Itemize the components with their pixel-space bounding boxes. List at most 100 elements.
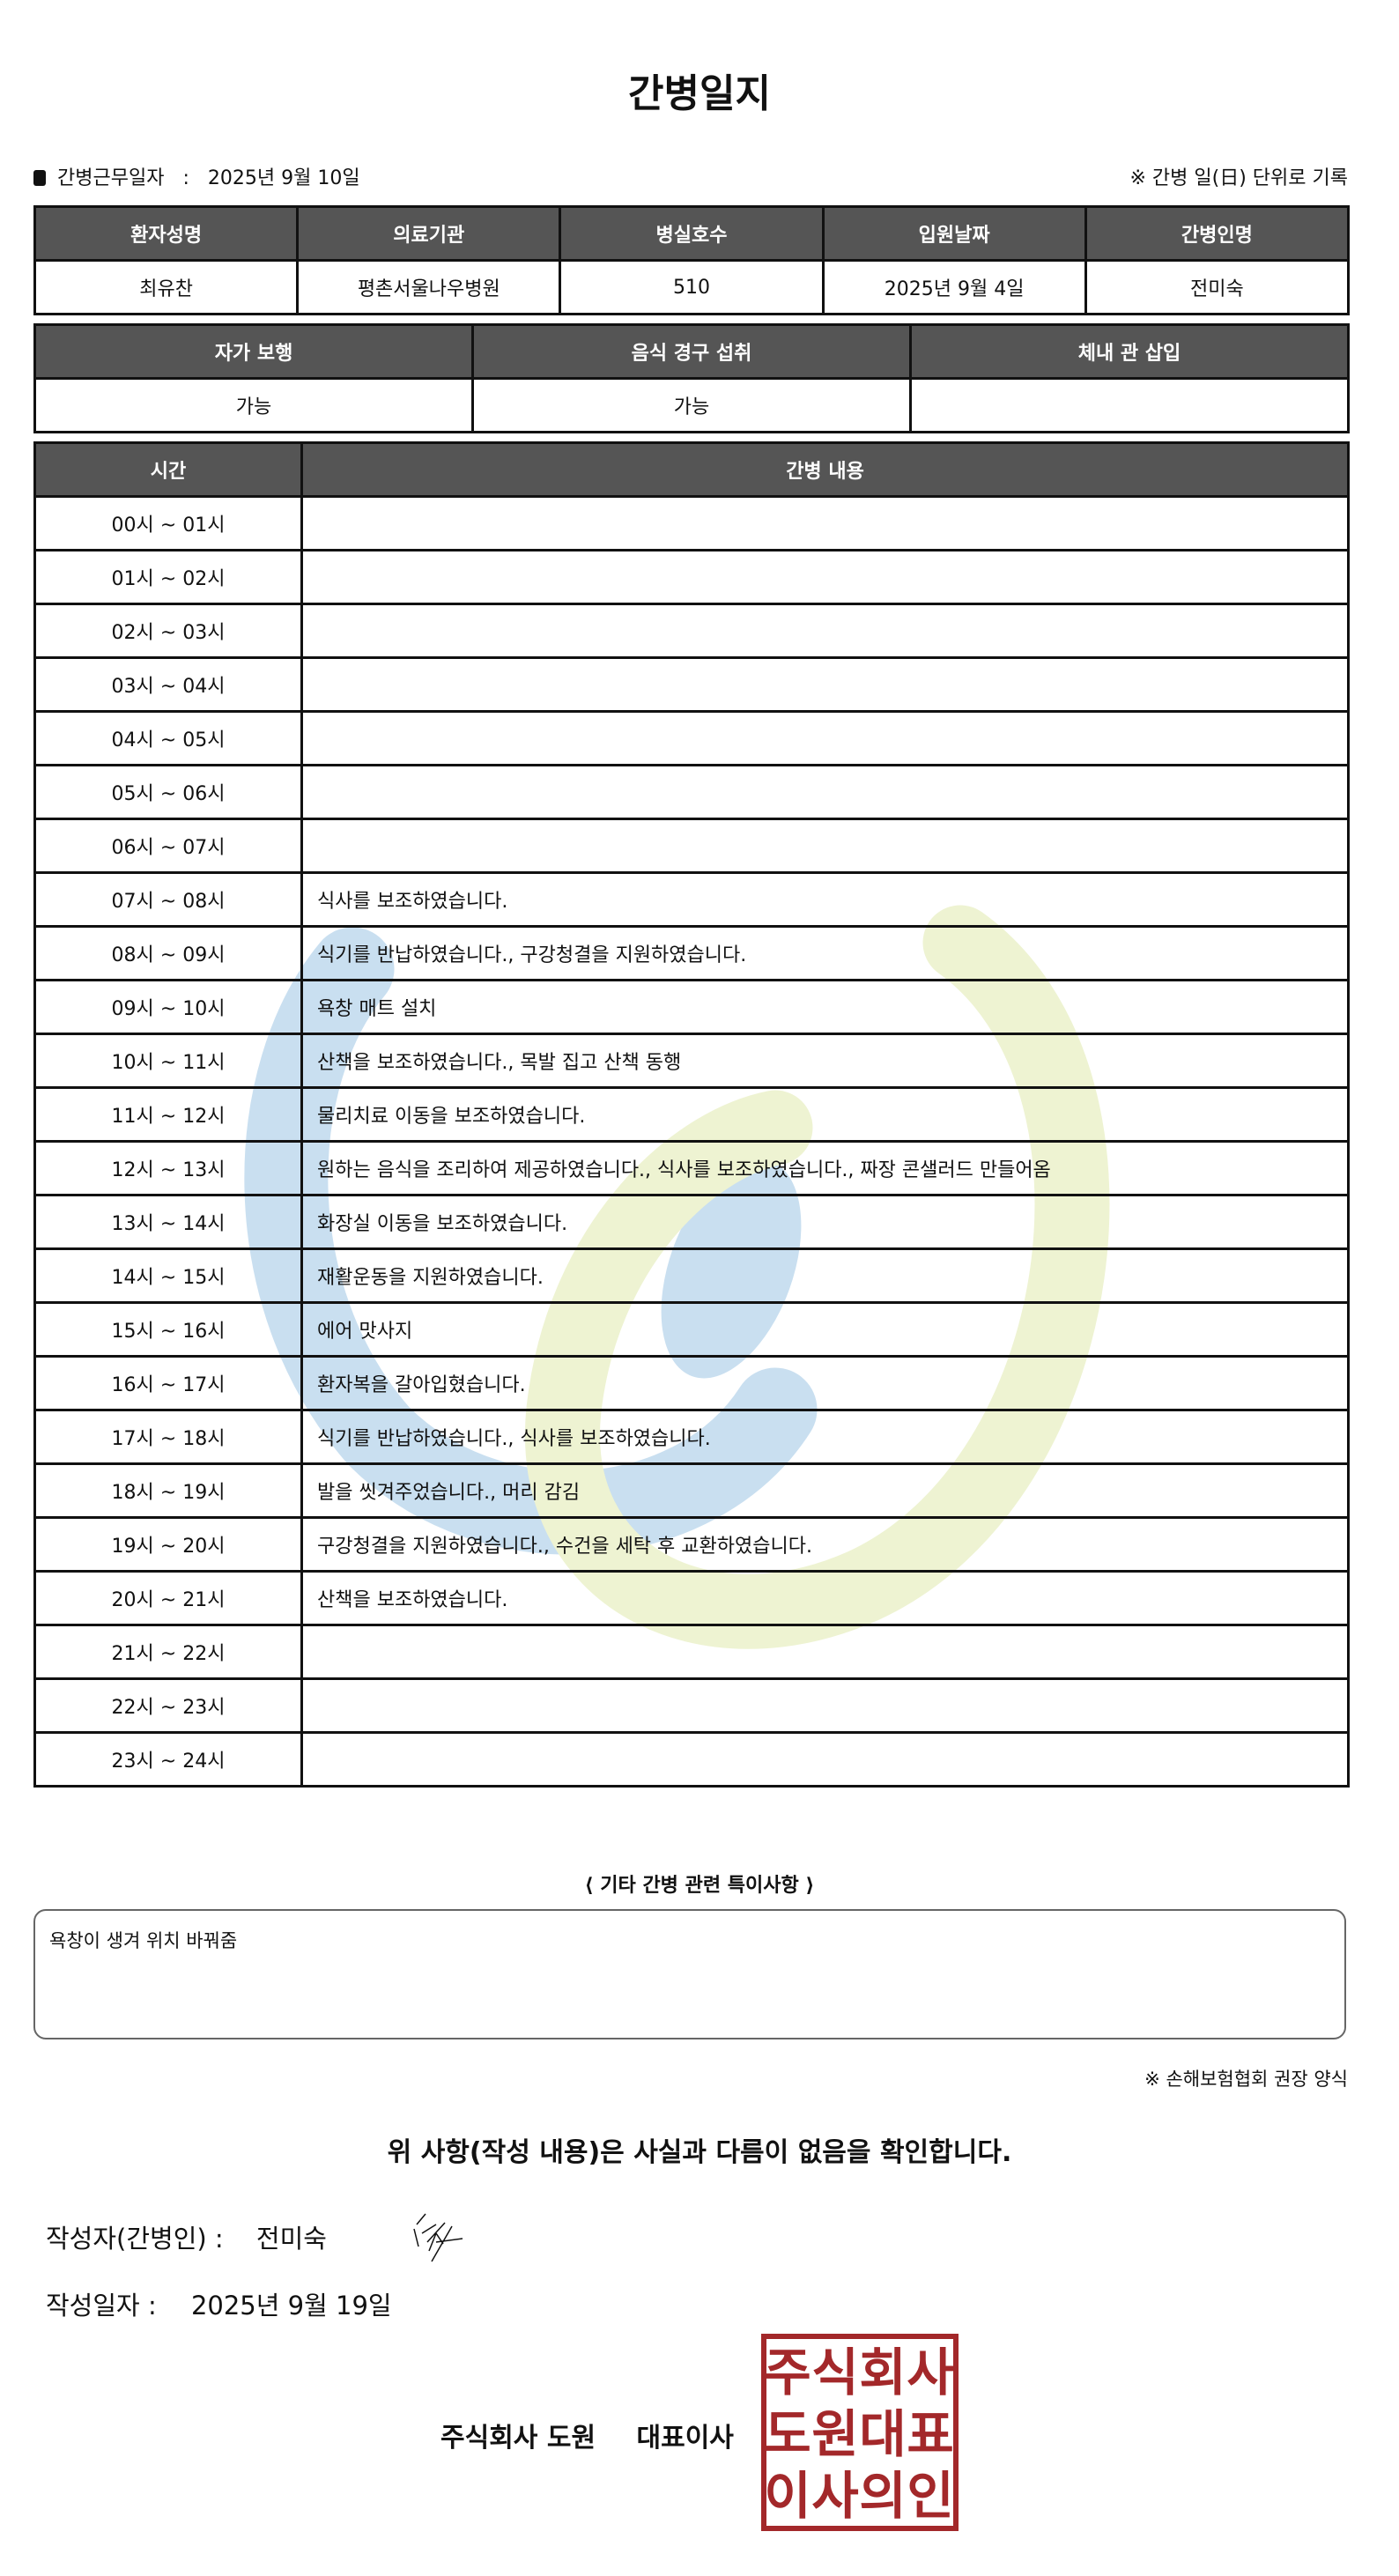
room: 510 xyxy=(559,259,825,315)
seal-glyph: 의 xyxy=(859,2466,906,2526)
log-time: 15시 ~ 16시 xyxy=(33,1301,303,1358)
log-row: 23시 ~ 24시 xyxy=(33,1731,1350,1788)
log-content: 환자복을 갈아입혔습니다. xyxy=(300,1355,1350,1411)
log-content: 물리치료 이동을 보조하였습니다. xyxy=(300,1086,1350,1143)
log-time: 06시 ~ 07시 xyxy=(33,818,303,874)
log-row: 10시 ~ 11시 산책을 보조하였습니다., 목발 집고 산책 동행 xyxy=(33,1033,1350,1089)
log-content xyxy=(300,603,1350,659)
admission-date: 2025년 9월 4일 xyxy=(821,259,1087,315)
seal-glyph: 사 xyxy=(907,2343,953,2402)
log-time: 12시 ~ 13시 xyxy=(33,1140,303,1196)
log-row: 11시 ~ 12시 물리치료 이동을 보조하였습니다. xyxy=(33,1086,1350,1143)
log-content xyxy=(300,656,1350,713)
header-caregiver: 간병인명 xyxy=(1084,205,1351,262)
tube xyxy=(909,377,1350,433)
log-time: 04시 ~ 05시 xyxy=(33,710,303,766)
log-content: 식기를 반납하였습니다., 구강청결을 지원하였습니다. xyxy=(300,925,1350,981)
log-row: 22시 ~ 23시 xyxy=(33,1677,1350,1734)
log-content: 화장실 이동을 보조하였습니다. xyxy=(300,1194,1350,1250)
log-row: 03시 ~ 04시 xyxy=(33,656,1350,713)
log-row: 19시 ~ 20시 구강청결을 지원하였습니다., 수건을 세탁 후 교환하였습니… xyxy=(33,1516,1350,1573)
log-time: 09시 ~ 10시 xyxy=(33,979,303,1035)
header-tube: 체내 관 삽입 xyxy=(909,323,1350,380)
status-table: 자가 보행 음식 경구 섭취 체내 관 삽입 가능 가능 xyxy=(33,323,1350,433)
header-hospital: 의료기관 xyxy=(296,205,562,262)
log-content: 재활운동을 지원하였습니다. xyxy=(300,1247,1350,1304)
log-row: 06시 ~ 07시 xyxy=(33,818,1350,874)
log-time: 07시 ~ 08시 xyxy=(33,871,303,928)
written-date-line: 작성일자 : 2025년 9월 19일 xyxy=(46,2285,392,2322)
log-content xyxy=(300,818,1350,874)
seal-glyph: 사 xyxy=(811,2466,858,2526)
company-name: 주식회사 도원 xyxy=(440,2423,596,2454)
header-admission-date: 입원날짜 xyxy=(821,205,1087,262)
seal-glyph: 원 xyxy=(811,2404,858,2464)
header-time: 시간 xyxy=(33,441,303,498)
log-content: 식기를 반납하였습니다., 식사를 보조하였습니다. xyxy=(300,1409,1350,1465)
log-time: 10시 ~ 11시 xyxy=(33,1033,303,1089)
log-row: 00시 ~ 01시 xyxy=(33,495,1350,551)
walking: 가능 xyxy=(33,377,474,433)
log-content xyxy=(300,1677,1350,1734)
record-note: ※ 간병 일(日) 단위로 기록 xyxy=(1129,167,1349,189)
log-content xyxy=(300,1731,1350,1788)
log-content xyxy=(300,764,1350,820)
seal-glyph: 도 xyxy=(764,2404,811,2464)
log-row: 13시 ~ 14시 화장실 이동을 보조하였습니다. xyxy=(33,1194,1350,1250)
work-date: 간병근무일자 : 2025년 9월 10일 xyxy=(33,162,360,190)
log-time: 18시 ~ 19시 xyxy=(33,1462,303,1519)
work-date-label: 간병근무일자 xyxy=(57,167,165,189)
patient-table: 환자성명 의료기관 병실호수 입원날짜 간병인명 최유찬 평촌서울나우병원 51… xyxy=(33,205,1351,315)
work-date-value: 2025년 9월 10일 xyxy=(207,167,360,189)
log-content: 식사를 보조하였습니다. xyxy=(300,871,1350,928)
hospital: 평촌서울나우병원 xyxy=(296,259,562,315)
log-time: 20시 ~ 21시 xyxy=(33,1570,303,1626)
log-content: 발을 씻겨주었습니다., 머리 감김 xyxy=(300,1462,1350,1519)
seal-glyph: 식 xyxy=(811,2343,858,2402)
seal-glyph: 표 xyxy=(907,2404,953,2464)
log-row: 16시 ~ 17시 환자복을 갈아입혔습니다. xyxy=(33,1355,1350,1411)
log-row: 01시 ~ 02시 xyxy=(33,549,1350,605)
written-date-value: 2025년 9월 19일 xyxy=(190,2291,392,2321)
seal-glyph: 회 xyxy=(859,2343,906,2402)
info-line: 간병근무일자 : 2025년 9월 10일 ※ 간병 일(日) 단위로 기록 xyxy=(33,162,1348,190)
log-time: 13시 ~ 14시 xyxy=(33,1194,303,1250)
log-row: 20시 ~ 21시 산책을 보조하였습니다. xyxy=(33,1570,1350,1626)
seal-glyph: 인 xyxy=(907,2466,953,2526)
log-time: 16시 ~ 17시 xyxy=(33,1355,303,1411)
log-row: 04시 ~ 05시 xyxy=(33,710,1350,766)
log-row: 18시 ~ 19시 발을 씻겨주었습니다., 머리 감김 xyxy=(33,1462,1350,1519)
log-time: 14시 ~ 15시 xyxy=(33,1247,303,1304)
log-time: 00시 ~ 01시 xyxy=(33,495,303,551)
log-content xyxy=(300,495,1350,551)
author-name: 전미숙 xyxy=(255,2224,327,2254)
page-title: 간병일지 xyxy=(628,71,771,116)
header-oral-intake: 음식 경구 섭취 xyxy=(471,323,912,380)
log-content: 원하는 음식을 조리하여 제공하였습니다., 식사를 보조하였습니다., 짜장 … xyxy=(300,1140,1350,1196)
log-time: 17시 ~ 18시 xyxy=(33,1409,303,1465)
log-time: 11시 ~ 12시 xyxy=(33,1086,303,1143)
header-walking: 자가 보행 xyxy=(33,323,474,380)
recommendation-note: ※ 손해보험협회 권장 양식 xyxy=(1144,2069,1348,2090)
caregiver: 전미숙 xyxy=(1084,259,1351,315)
log-content: 에어 맛사지 xyxy=(300,1301,1350,1358)
log-time: 05시 ~ 06시 xyxy=(33,764,303,820)
author-label: 작성자(간병인) : xyxy=(46,2224,224,2254)
log-row: 09시 ~ 10시 욕창 매트 설치 xyxy=(33,979,1350,1035)
log-content xyxy=(300,549,1350,605)
log-row: 21시 ~ 22시 xyxy=(33,1624,1350,1680)
log-content: 산책을 보조하였습니다., 목발 집고 산책 동행 xyxy=(300,1033,1350,1089)
patient-name: 최유찬 xyxy=(33,259,300,315)
work-date-sep: : xyxy=(182,167,189,189)
signature xyxy=(413,2213,463,2262)
log-row: 02시 ~ 03시 xyxy=(33,603,1350,659)
author-line: 작성자(간병인) : 전미숙 xyxy=(46,2218,327,2255)
company-line: 주식회사 도원 대표이사 xyxy=(440,2416,734,2454)
log-content: 욕창 매트 설치 xyxy=(300,979,1350,1035)
log-time: 19시 ~ 20시 xyxy=(33,1516,303,1573)
log-row: 17시 ~ 18시 식기를 반납하였습니다., 식사를 보조하였습니다. xyxy=(33,1409,1350,1465)
company-title: 대표이사 xyxy=(636,2423,734,2454)
company-seal: 주 식 회 사도 원 대 표이 사 의 인 xyxy=(761,2334,959,2531)
log-content: 구강청결을 지원하였습니다., 수건을 세탁 후 교환하였습니다. xyxy=(300,1516,1350,1573)
log-row: 12시 ~ 13시 원하는 음식을 조리하여 제공하였습니다., 식사를 보조하였… xyxy=(33,1140,1350,1196)
